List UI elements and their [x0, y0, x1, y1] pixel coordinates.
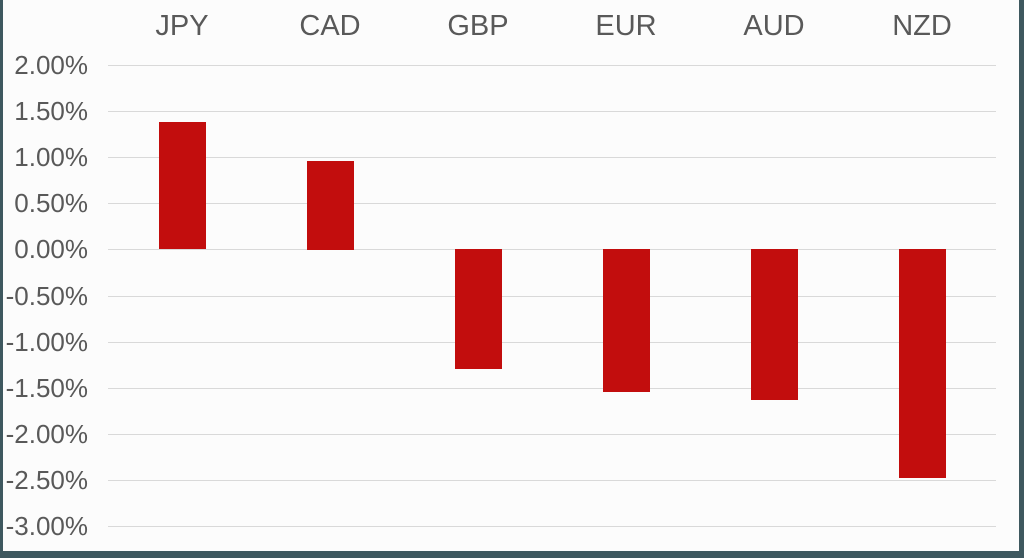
- category-label-aud: AUD: [743, 10, 805, 42]
- y-axis-tick-label: 1.00%: [14, 142, 88, 172]
- bar-eur: [603, 249, 650, 392]
- bar-chart: 2.00% 1.50% 1.00% 0.50% 0.00% -0.50% -1.00% -1.…: [3, 0, 1019, 551]
- gridline: [108, 388, 996, 389]
- y-axis-tick-label: -1.50%: [5, 373, 88, 403]
- gridline: [108, 157, 996, 158]
- bar-gbp: [455, 249, 502, 369]
- gridline: [108, 296, 996, 297]
- y-axis-tick-label: 0.00%: [14, 234, 88, 264]
- gridline: [108, 434, 996, 435]
- y-axis-tick-label: -3.00%: [5, 511, 88, 541]
- gridline: [108, 111, 996, 112]
- y-axis-tick-label: 1.50%: [14, 96, 88, 126]
- category-label-jpy: JPY: [155, 10, 209, 42]
- bar-cad: [307, 161, 354, 250]
- y-axis-tick-label: -0.50%: [5, 281, 88, 311]
- gridline: [108, 203, 996, 204]
- category-label-gbp: GBP: [447, 10, 509, 42]
- gridline: [108, 65, 996, 66]
- gridline: [108, 249, 996, 250]
- gridline: [108, 526, 996, 527]
- bar-jpy: [159, 122, 206, 249]
- category-label-eur: EUR: [595, 10, 657, 42]
- y-axis-tick-label: -2.00%: [5, 419, 88, 449]
- gridline: [108, 342, 996, 343]
- bar-aud: [751, 249, 798, 400]
- category-label-cad: CAD: [299, 10, 361, 42]
- y-axis-tick-label: -2.50%: [5, 465, 88, 495]
- category-label-nzd: NZD: [892, 10, 952, 42]
- bar-nzd: [899, 249, 946, 478]
- y-axis-tick-label: -1.00%: [5, 327, 88, 357]
- y-axis-tick-label: 2.00%: [14, 50, 88, 80]
- y-axis-tick-label: 0.50%: [14, 188, 88, 218]
- gridline: [108, 480, 996, 481]
